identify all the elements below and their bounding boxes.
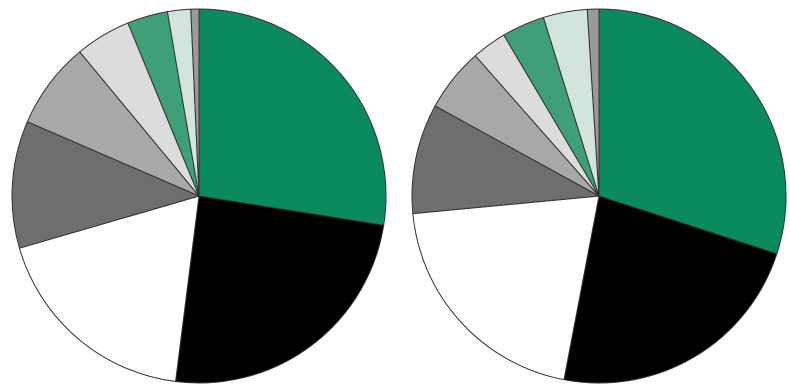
pie-1-slice-2 [412,195,600,381]
pie-1-slice-3 [411,105,600,215]
pie-0-slice-2 [18,195,200,383]
pie-0-slice-0 [198,8,387,226]
pie-chart-left [11,8,387,384]
pie-1-slice-8 [586,8,600,197]
pie-0-slice-3 [11,121,200,249]
pie-0-slice-1 [175,195,385,384]
pie-0-slice-8 [190,8,200,197]
pie-1-slice-0 [598,8,787,255]
pie-chart-right [411,8,787,384]
pie-1-slice-1 [563,195,778,384]
